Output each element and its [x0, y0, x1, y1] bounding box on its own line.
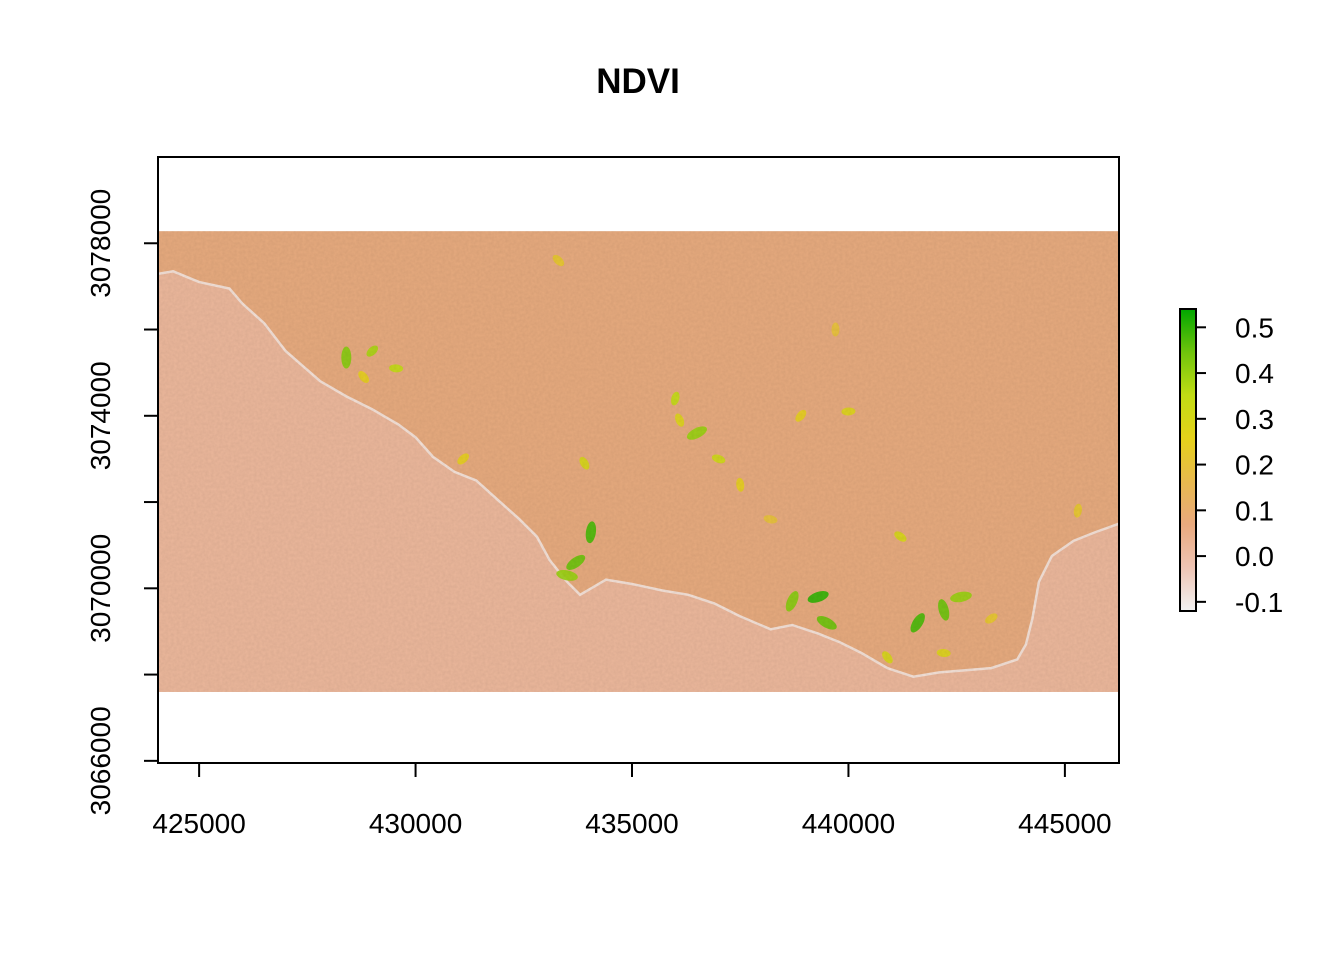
y-axis: 3066000 3070000 3074000 3078000 [85, 189, 159, 815]
legend-tick-label: 0.5 [1235, 312, 1274, 343]
x-tick-label: 445000 [1018, 808, 1111, 839]
raster-texture [158, 231, 1119, 692]
legend-tick-label: 0.2 [1235, 450, 1274, 481]
y-tick-label: 3074000 [85, 361, 116, 470]
color-legend: 0.5 0.4 0.3 0.2 0.1 0.0 -0.1 [1179, 308, 1283, 618]
x-tick-label: 425000 [152, 808, 245, 839]
y-tick-label: 3078000 [85, 189, 116, 298]
legend-tick-label: 0.0 [1235, 541, 1274, 572]
x-tick-label: 435000 [585, 808, 678, 839]
legend-tick-label: 0.4 [1235, 358, 1274, 389]
x-tick-label: 440000 [802, 808, 895, 839]
raster-layer [158, 231, 1119, 692]
x-tick-label: 430000 [369, 808, 462, 839]
chart-title: NDVI [596, 62, 680, 101]
legend-tick-label: 0.1 [1235, 495, 1274, 526]
legend-tick-label: -0.1 [1235, 587, 1283, 618]
legend-tick-label: 0.3 [1235, 404, 1274, 435]
y-tick-label: 3066000 [85, 706, 116, 815]
y-tick-label: 3070000 [85, 534, 116, 643]
x-axis: 425000 430000 435000 440000 445000 [152, 762, 1112, 839]
legend-colorbar [1179, 308, 1197, 612]
